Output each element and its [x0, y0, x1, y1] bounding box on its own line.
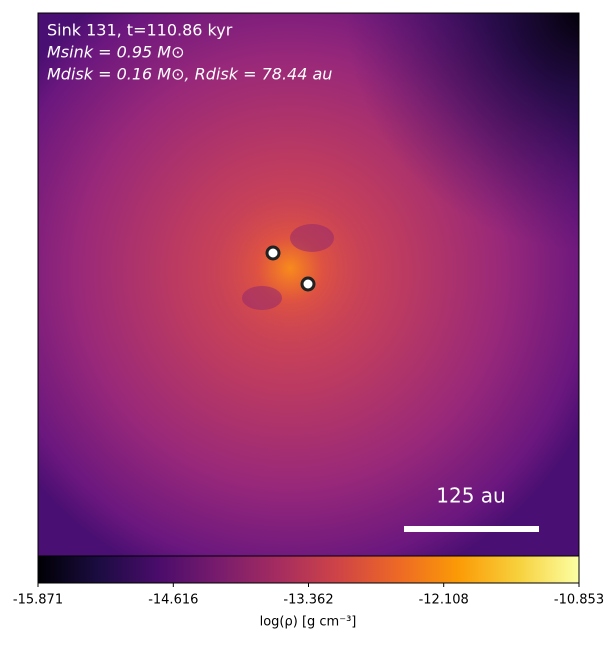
- sink-particle: [300, 276, 316, 292]
- annotation: Msink = 0.95 M⊙: [47, 43, 185, 62]
- sink-particle: [265, 245, 281, 261]
- colorbar-tick-label: -15.871: [13, 593, 63, 608]
- annotation: Sink 131, t=110.86 kyr: [47, 21, 233, 40]
- colorbar-tick-label: -13.362: [283, 593, 333, 608]
- scale-bar: [404, 526, 539, 532]
- colorbar-tick-label: -12.108: [419, 593, 469, 608]
- colorbar-tick-label: -14.616: [148, 593, 198, 608]
- scale-bar-label: 125 au: [436, 484, 505, 508]
- annotation: Mdisk = 0.16 M⊙, Rdisk = 78.44 au: [47, 65, 332, 84]
- colorbar-label: log(ρ) [g cm⁻³]: [260, 615, 357, 630]
- colorbar-tick-label: -10.853: [554, 593, 604, 608]
- colorbar: [37, 555, 580, 584]
